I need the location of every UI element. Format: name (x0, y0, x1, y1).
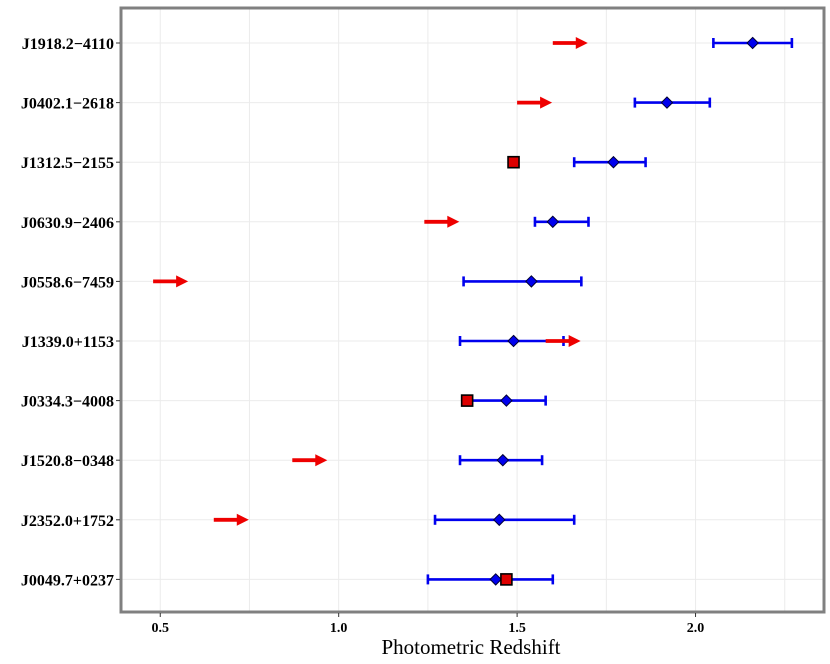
source-name-label: J2352.0+1752 (21, 513, 114, 530)
source-name-label: J1312.5−2155 (21, 155, 114, 172)
source-name-label: J0049.7+0237 (21, 572, 114, 589)
x-axis-tick-labels: 0.5 1.0 1.5 2.0 (152, 613, 705, 636)
spectroscopic-redshift-point (500, 573, 513, 586)
photometric-redshift-point (496, 453, 510, 467)
x-tick-label: 1.5 (508, 621, 526, 636)
photometric-redshift-point (660, 96, 674, 109)
photometric-redshift-point (546, 215, 560, 229)
lower-limit-arrow-head (236, 513, 249, 526)
photometric-redshift-point (607, 155, 620, 169)
photometric-redshift-point (492, 513, 506, 527)
x-tick-label: 1.0 (330, 621, 348, 636)
photometric-redshift-point (746, 36, 759, 50)
photometric-redshift-point (525, 275, 538, 288)
spectroscopic-redshift-point (460, 394, 474, 407)
photometric-redshift-point (500, 394, 513, 407)
spectroscopic-redshift-point (507, 155, 520, 169)
x-axis-label: Photometric Redshift (381, 635, 560, 659)
data-points (460, 36, 759, 586)
lower-limit-arrow-head (176, 275, 189, 288)
x-tick-label: 2.0 (687, 621, 705, 636)
lower-limit-arrow-head (568, 335, 581, 347)
lower-limit-arrow-head (540, 96, 553, 109)
source-name-label: J1520.8−0348 (21, 453, 114, 470)
source-name-label: J1918.2−4110 (22, 36, 114, 53)
lower-limit-arrow-head (315, 454, 328, 467)
error-bars (426, 38, 794, 585)
lower-limit-arrow-head (575, 37, 588, 49)
source-name-label: J1339.0+1153 (22, 334, 114, 351)
photometric-redshift-point (489, 573, 503, 586)
source-name-label: J0334.3−4008 (21, 394, 114, 411)
photometric-redshift-point (507, 334, 520, 348)
lower-limit-arrow-head (447, 215, 460, 228)
plot-frame (119, 6, 826, 614)
x-tick-label: 0.5 (152, 621, 170, 636)
source-name-label: J0402.1−2618 (21, 96, 114, 113)
source-name-label: J0558.6−7459 (21, 274, 114, 291)
lower-limit-arrows (153, 37, 588, 526)
source-name-label: J0630.9−2406 (21, 215, 114, 232)
y-axis-tick-labels: J1918.2−4110 J0402.1−2618 J1312.5−2155 J063… (21, 36, 120, 589)
